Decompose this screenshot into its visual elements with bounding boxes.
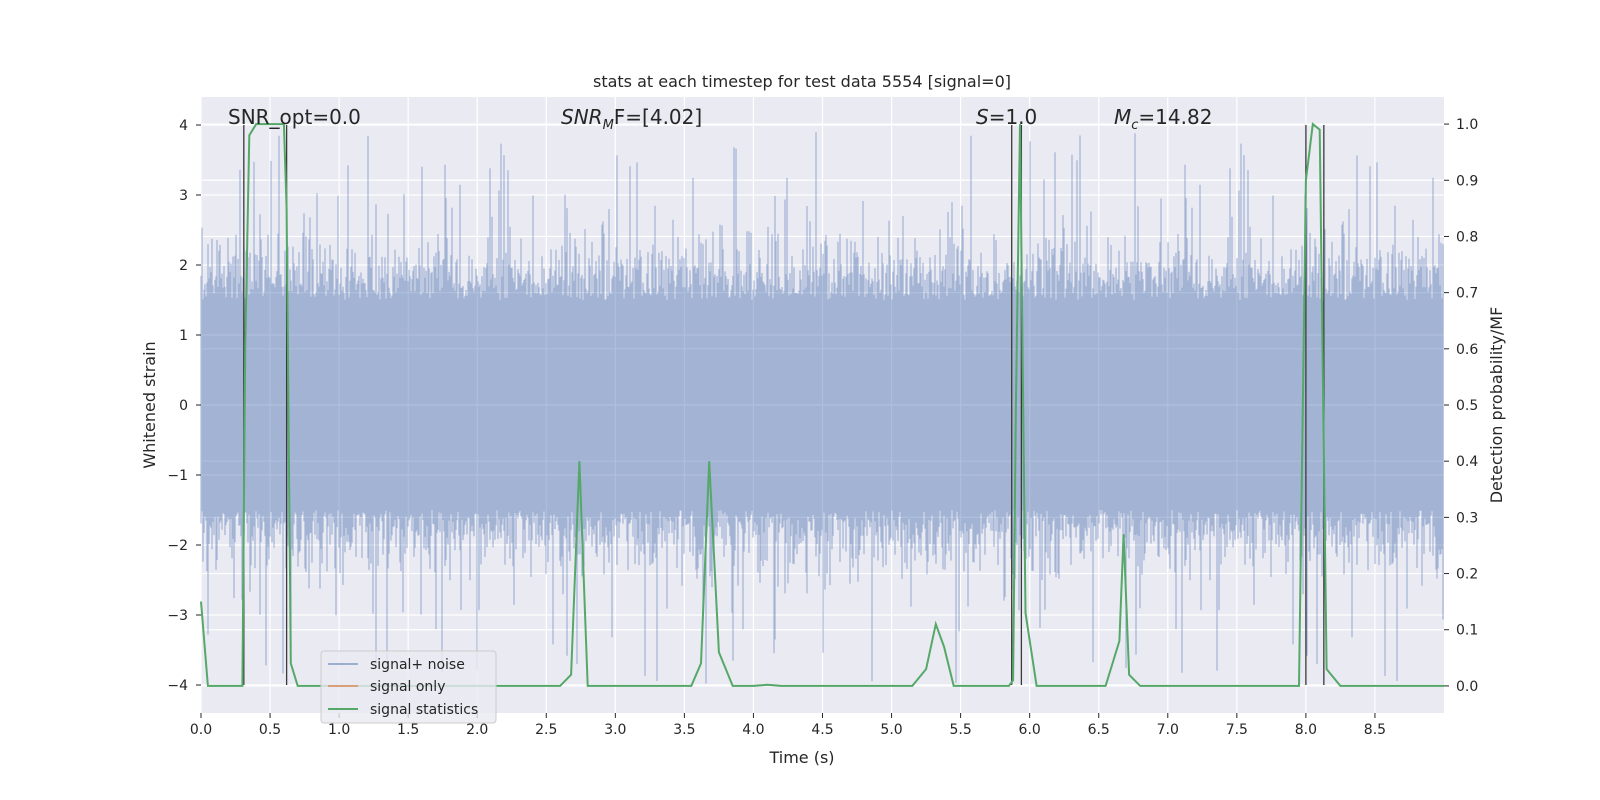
y-axis-left: −4 −3 −2 −1 0 1 2 3 4 xyxy=(167,118,201,694)
legend-label-noise: signal+ noise xyxy=(370,657,465,673)
chart-title: stats at each timestep for test data 555… xyxy=(593,72,1011,91)
noise-trace xyxy=(200,132,1444,684)
y-tick-label: 2 xyxy=(179,258,188,274)
x-tick-label: 3.5 xyxy=(673,722,695,738)
x-axis: 0.0 0.5 1.0 1.5 2.0 2.5 3.0 3.5 4.0 4.5 5.0 5.5 6.0 6… xyxy=(190,713,1386,738)
y-tick-label: −3 xyxy=(167,608,188,624)
y2-axis-title: Detection probability/MF xyxy=(1487,307,1506,504)
x-tick-label: 8.5 xyxy=(1364,722,1386,738)
x-tick-label: 0.5 xyxy=(259,722,281,738)
x-tick-label: 5.5 xyxy=(949,722,971,738)
x-tick-label: 7.5 xyxy=(1226,722,1248,738)
y2-tick-label: 0.6 xyxy=(1456,342,1478,358)
y-tick-label: 0 xyxy=(179,398,188,414)
y2-tick-label: 0.8 xyxy=(1456,229,1478,245)
x-tick-label: 6.0 xyxy=(1019,722,1041,738)
y-tick-label: 1 xyxy=(179,328,188,344)
x-tick-label: 4.0 xyxy=(742,722,764,738)
y-tick-label: 4 xyxy=(179,118,188,134)
legend-label-signal: signal only xyxy=(370,679,445,695)
x-tick-label: 1.5 xyxy=(397,722,419,738)
y2-tick-label: 0.9 xyxy=(1456,173,1478,189)
y2-tick-label: 0.4 xyxy=(1456,454,1478,470)
signal-noise-series xyxy=(200,132,1444,684)
y2-tick-label: 1.0 xyxy=(1456,117,1478,133)
y2-tick-label: 0.3 xyxy=(1456,510,1478,526)
x-tick-label: 3.0 xyxy=(604,722,626,738)
annotation-mc: Mc=14.82 xyxy=(1114,105,1212,133)
y-tick-label: −2 xyxy=(167,538,188,554)
y-axis-title: Whitened strain xyxy=(140,341,159,468)
y2-tick-label: 0.7 xyxy=(1456,286,1478,302)
legend-label-statistics: signal statistics xyxy=(370,702,478,718)
y-tick-label: −4 xyxy=(167,678,188,694)
annotation-snr-mf: SNRMF=[4.02] xyxy=(561,105,702,133)
y-tick-label: −1 xyxy=(167,468,188,484)
x-axis-title: Time (s) xyxy=(768,748,834,767)
y2-tick-label: 0.1 xyxy=(1456,623,1478,639)
x-tick-label: 7.0 xyxy=(1157,722,1179,738)
y2-tick-label: 0.5 xyxy=(1456,398,1478,414)
x-tick-label: 1.0 xyxy=(328,722,350,738)
annotation-s: S=1.0 xyxy=(976,105,1037,129)
x-tick-label: 5.0 xyxy=(880,722,902,738)
x-tick-label: 0.0 xyxy=(190,722,212,738)
x-tick-label: 2.0 xyxy=(466,722,488,738)
x-tick-label: 8.0 xyxy=(1295,722,1317,738)
grid xyxy=(200,97,1444,713)
y2-tick-label: 0.2 xyxy=(1456,567,1478,583)
y-axis-right: 0.0 0.1 0.2 0.3 0.4 0.5 0.6 0.7 0.8 0.9 1.0 xyxy=(1444,117,1478,695)
y2-tick-label: 0.0 xyxy=(1456,679,1478,695)
x-tick-label: 4.5 xyxy=(811,722,833,738)
x-tick-label: 6.5 xyxy=(1088,722,1110,738)
y-tick-label: 3 xyxy=(179,188,188,204)
legend-box xyxy=(320,650,497,724)
annotation-snr-opt: SNR_opt=0.0 xyxy=(228,105,361,129)
signal-statistics-line xyxy=(200,122,1444,687)
legend: signal+ noise signal only signal statist… xyxy=(320,650,497,724)
x-tick-label: 2.5 xyxy=(535,722,557,738)
